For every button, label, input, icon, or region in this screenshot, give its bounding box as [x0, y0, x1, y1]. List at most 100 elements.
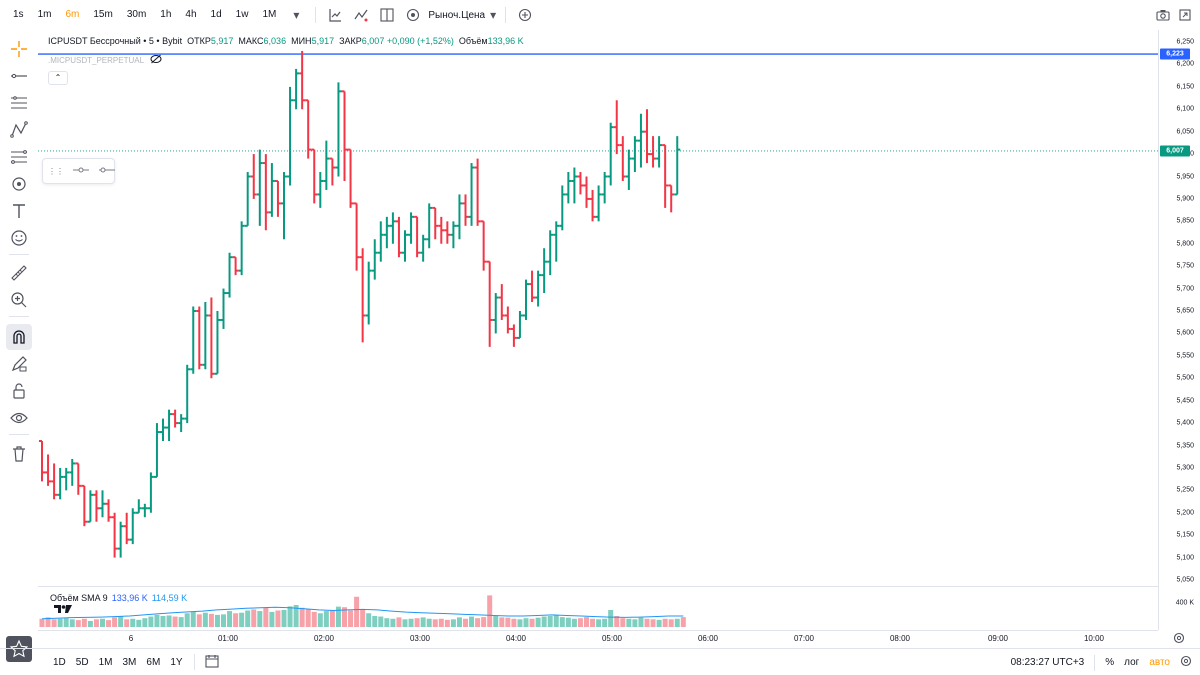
volume-bar [602, 618, 608, 627]
fullscreen-icon[interactable] [1176, 0, 1194, 30]
price-scale[interactable]: 6,2506,2006,1506,1006,0506,0005,9505,900… [1158, 30, 1200, 644]
timeframe-30m[interactable]: 30m [126, 9, 147, 20]
ohlc-bar [105, 499, 112, 522]
volume-bar [202, 612, 208, 627]
drag-handle-icon[interactable]: ⋮⋮ [48, 166, 64, 176]
volume-bar [100, 618, 105, 627]
volume-bar [372, 616, 378, 627]
line-tool-icon[interactable] [72, 166, 90, 176]
volume-bar [166, 615, 172, 627]
ohlc-bar [274, 179, 281, 217]
tradingview-logo-icon[interactable] [53, 601, 73, 619]
text-tool-icon[interactable] [6, 198, 32, 224]
timeframe-1d[interactable]: 1d [210, 9, 222, 20]
price-tick-label: 5,650 [1176, 307, 1194, 315]
price-chart-pane[interactable] [38, 30, 1158, 586]
ray-tool-icon[interactable] [98, 166, 116, 176]
ohlc-bar [637, 113, 644, 168]
clock-timezone[interactable]: 08:23:27 UTC+3 [1010, 657, 1085, 668]
log-scale-toggle[interactable]: лог [1124, 657, 1140, 668]
ruler-icon[interactable] [6, 260, 32, 286]
ohlc-bar [232, 256, 239, 276]
time-tick-label: 07:00 [793, 634, 815, 643]
auto-scale-toggle[interactable]: авто [1149, 657, 1170, 668]
chevron-down-icon[interactable]: ▾ [490, 8, 497, 22]
price-chart[interactable] [38, 30, 1158, 586]
crosshair-icon[interactable] [6, 36, 32, 62]
timeframe-6m[interactable]: 6m [65, 9, 80, 20]
time-scale[interactable]: 6 01:00 02:00 03:00 04:00 05:00 06:00 07:00 08:0… [38, 630, 1158, 648]
volume-bar [596, 619, 602, 627]
timeframe-4h[interactable]: 4h [185, 9, 197, 20]
timeframe-1h[interactable]: 1h [160, 9, 172, 20]
chevron-down-icon[interactable]: ▾ [293, 8, 300, 22]
ohlc-bar [625, 149, 632, 190]
trash-icon[interactable] [6, 441, 32, 467]
volume-pane[interactable] [38, 586, 1158, 630]
volume-label: Объём [458, 36, 488, 46]
drawing-tools-sidebar [0, 30, 38, 662]
volume-bar [511, 618, 517, 627]
camera-icon[interactable] [1154, 0, 1172, 30]
volume-bar [432, 619, 438, 627]
volume-bar [402, 619, 408, 627]
price-tick-label: 6,150 [1176, 83, 1194, 91]
zoom-in-icon[interactable] [6, 287, 32, 313]
fib-retracement-icon[interactable] [6, 144, 32, 170]
calendar-icon[interactable] [201, 654, 223, 671]
range-6M[interactable]: 6M [146, 656, 161, 668]
brush-icon[interactable] [6, 171, 32, 197]
ohlc-bar [498, 284, 505, 320]
volume-bar [668, 619, 674, 627]
price-type-select[interactable]: Рыноч.Цена [428, 9, 486, 21]
candle-type-icon[interactable] [322, 0, 348, 30]
open-value: 5,917 [210, 36, 234, 46]
settings-gear-icon[interactable] [1180, 655, 1192, 670]
price-type-icon[interactable] [400, 0, 426, 30]
horizontal-lines-icon[interactable] [6, 90, 32, 116]
floating-drawing-toolbar[interactable]: ⋮⋮ [42, 158, 115, 184]
range-1M[interactable]: 1M [98, 656, 113, 668]
volume-bar [190, 611, 196, 627]
lock-drawing-pencil-icon[interactable] [6, 351, 32, 377]
ohlc-bar [166, 409, 173, 442]
range-3M[interactable]: 3M [122, 656, 137, 668]
timeframe-1w[interactable]: 1w [235, 9, 249, 20]
volume-bar [227, 611, 233, 627]
pattern-icon[interactable] [6, 117, 32, 143]
lock-icon[interactable] [6, 378, 32, 404]
range-1D[interactable]: 1D [53, 656, 66, 668]
symbol-name[interactable]: ICPUSDT Бессрочный [48, 36, 141, 46]
timeframe-1m[interactable]: 1m [37, 9, 52, 20]
timeframe-1s[interactable]: 1s [13, 9, 24, 20]
range-1Y[interactable]: 1Y [170, 656, 183, 668]
eye-icon[interactable] [6, 405, 32, 431]
add-plus-icon[interactable] [512, 0, 538, 30]
timeframe-1M[interactable]: 1M [262, 9, 277, 20]
high-value: 6,036 [263, 36, 287, 46]
sub-symbol[interactable]: .MICPUSDT_PERPETUAL [48, 55, 145, 65]
emoji-icon[interactable] [6, 225, 32, 251]
indicators-icon[interactable] [348, 0, 374, 30]
volume-chart[interactable] [38, 587, 1158, 631]
volume-bar [305, 609, 311, 627]
ohlc-bar [202, 302, 209, 370]
percent-scale-toggle[interactable]: % [1105, 657, 1115, 668]
volume-bar [245, 610, 251, 627]
ohlc-bar [535, 270, 542, 307]
range-5D[interactable]: 5D [75, 656, 89, 668]
star-icon[interactable] [6, 636, 32, 662]
volume-indicator-label[interactable]: Объём SMA 9 [50, 593, 108, 603]
trend-line-icon[interactable] [6, 63, 32, 89]
settings-gear-icon[interactable] [1173, 631, 1185, 649]
layout-icon[interactable] [374, 0, 400, 30]
volume-bar [456, 617, 462, 627]
volume-bar [614, 616, 620, 627]
magnet-icon[interactable] [6, 324, 32, 350]
hidden-eye-icon[interactable] [150, 54, 162, 66]
collapse-legend-button[interactable]: ⌃ [48, 71, 68, 85]
volume-bar [118, 616, 124, 627]
volume-bar [366, 613, 372, 627]
timeframe-15m[interactable]: 15m [93, 9, 113, 20]
bottom-toolbar: 1D 5D 1M 3M 6M 1Y 08:23:27 UTC+3 % лог авто [0, 648, 1200, 675]
